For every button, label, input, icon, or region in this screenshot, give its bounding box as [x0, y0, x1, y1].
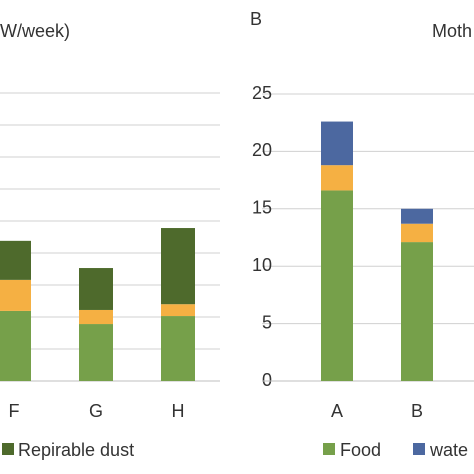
- y-tick-label: 5: [262, 312, 272, 332]
- x-tick-label: B: [411, 401, 423, 421]
- bar-segment: [161, 228, 195, 305]
- bar-segment: [321, 121, 353, 166]
- y-tick-label: 15: [252, 198, 272, 218]
- bar-segment: [401, 208, 433, 224]
- bar-segment: [79, 324, 113, 381]
- x-tick-label: F: [9, 401, 20, 421]
- chart-title: W/week): [0, 21, 70, 41]
- bar-segment: [401, 242, 433, 381]
- bar-segment: [79, 309, 113, 325]
- bar-segment: [401, 223, 433, 243]
- bar-segment: [161, 316, 195, 381]
- x-tick-label: A: [331, 401, 343, 421]
- panel-label: B: [250, 9, 262, 29]
- x-tick-label: H: [172, 401, 185, 421]
- bar-segment: [0, 240, 31, 280]
- legend-swatch: [323, 443, 335, 455]
- chart-title: Moth: [432, 21, 472, 41]
- y-tick-label: 20: [252, 140, 272, 160]
- legend-label: wate: [429, 440, 468, 460]
- y-tick-label: 10: [252, 255, 272, 275]
- y-tick-label: 0: [262, 370, 272, 390]
- bar-segment: [0, 310, 31, 381]
- legend-label: Food: [340, 440, 381, 460]
- bar-segment: [161, 304, 195, 317]
- bar-segment: [321, 165, 353, 191]
- bar-segment: [321, 190, 353, 381]
- bar-segment: [0, 279, 31, 311]
- x-tick-label: G: [89, 401, 103, 421]
- legend-swatch: [2, 443, 14, 455]
- legend-swatch: [413, 443, 425, 455]
- bar-segment: [79, 268, 113, 310]
- y-tick-label: 25: [252, 83, 272, 103]
- legend-label: Repirable dust: [18, 440, 134, 460]
